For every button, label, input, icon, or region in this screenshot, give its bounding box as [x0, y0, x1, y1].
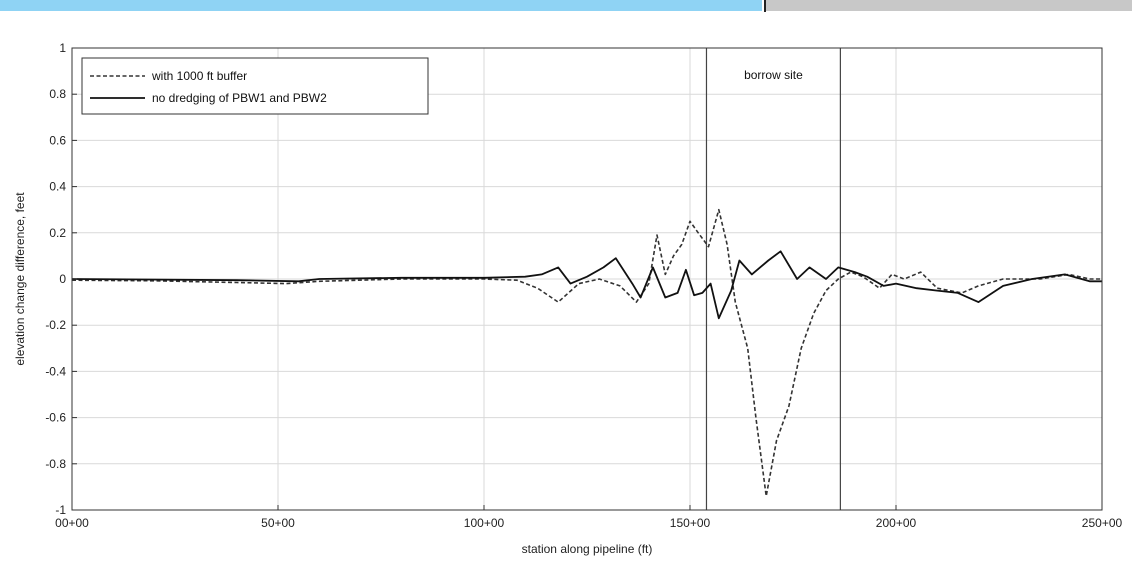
y-tick-label: 0.8	[49, 87, 66, 101]
top-band-left	[0, 0, 762, 11]
y-tick-label: 0.6	[49, 133, 66, 147]
x-tick-label: 100+00	[464, 516, 505, 530]
axis-ticks: 00+00 50+00 100+00 150+00 200+00 250+00 1 0.8 0.…	[45, 41, 1122, 530]
legend-label-buffer: with 1000 ft buffer	[151, 69, 247, 83]
x-tick-label: 00+00	[55, 516, 89, 530]
x-tick-label: 50+00	[261, 516, 295, 530]
borrow-site-bounds	[705, 48, 841, 510]
top-band-divider	[764, 0, 766, 12]
legend-label-no-dredging: no dredging of PBW1 and PBW2	[152, 91, 327, 105]
y-tick-label: -0.4	[45, 364, 66, 378]
legend: with 1000 ft buffer no dredging of PBW1 …	[81, 57, 429, 115]
x-tick-label: 250+00	[1082, 516, 1123, 530]
legend-box	[81, 57, 429, 115]
x-axis-title: station along pipeline (ft)	[522, 542, 653, 556]
y-tick-label: -0.2	[45, 318, 66, 332]
series-line-no-dredging	[71, 250, 1102, 320]
series-line-buffer	[71, 208, 1102, 497]
y-axis-title: elevation change difference, feet	[13, 192, 27, 366]
y-tick-label: -0.8	[45, 457, 66, 471]
grid-lines	[71, 47, 1103, 511]
y-tick-label: -0.6	[45, 411, 66, 425]
borrow-site-label: borrow site	[744, 68, 803, 82]
y-tick-label: 0	[59, 272, 66, 286]
y-tick-label: 0.2	[49, 226, 66, 240]
top-band-right	[766, 0, 1132, 11]
y-tick-label: -1	[55, 503, 66, 517]
series-lines	[71, 208, 1102, 497]
y-tick-label: 0.4	[49, 180, 66, 194]
x-tick-label: 200+00	[876, 516, 917, 530]
y-tick-label: 1	[59, 41, 66, 55]
x-tick-label: 150+00	[670, 516, 711, 530]
